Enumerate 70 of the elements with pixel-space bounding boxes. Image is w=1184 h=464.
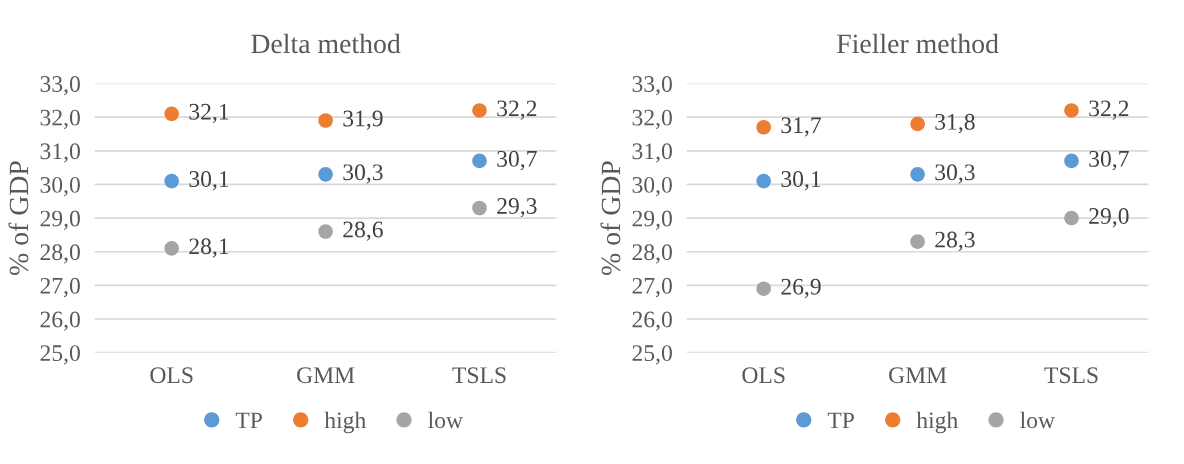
data-label: 26,9 [781,278,821,299]
data-label: 30,3 [343,164,383,184]
y-tick-label: 26,0 [632,311,672,331]
data-label: 32,2 [1089,100,1129,120]
point [910,167,925,182]
point [164,241,179,256]
data-label: 28,1 [189,238,229,258]
point [164,106,179,122]
legend-label: low [1020,411,1055,429]
legend-label: TP [235,412,262,429]
data-label: 30,1 [189,171,229,191]
data-label: 31,8 [935,113,975,134]
legend-label: TP [827,412,854,429]
point [756,173,771,189]
legend-label: low [428,411,463,429]
point [1064,153,1079,169]
point [1064,103,1079,118]
y-axis-title: % of GDP [600,161,621,275]
point [756,281,771,297]
y-tick-label: 27,0 [40,277,80,298]
point [472,200,487,216]
data-label: 32,1 [189,103,229,124]
data-label: 31,7 [781,117,821,137]
x-tick-label: GMM [889,367,947,384]
point [318,224,333,239]
data-label: 31,9 [343,110,383,130]
data-label: 28,6 [343,221,383,241]
y-tick-label: 29,0 [40,210,80,230]
y-tick-label: 31,0 [40,143,80,163]
x-tick-label: TSLS [452,367,506,384]
y-tick-label: 27,0 [632,277,672,298]
y-tick-label: 25,0 [40,345,80,365]
data-label: 29,3 [497,198,537,218]
point [318,167,333,182]
data-label: 30,7 [497,150,537,171]
y-tick-label: 29,0 [632,210,672,230]
x-tick-label: TSLS [1044,367,1098,384]
x-tick-label: GMM [297,367,355,384]
point [318,113,333,128]
point [910,116,925,132]
y-tick-label: 28,0 [632,244,672,264]
y-tick-label: 28,0 [40,244,80,264]
data-label: 32,2 [497,100,537,120]
legend-label: high [916,411,958,434]
point [756,119,771,135]
x-tick-label: OLS [150,367,193,384]
y-tick-label: 32,0 [632,109,672,129]
y-tick-label: 33,0 [632,76,672,96]
chart-title: Fieller method [837,33,999,54]
data-label: 30,1 [781,171,821,191]
point [164,173,179,189]
y-axis-title: % of GDP [8,161,29,275]
point [472,153,487,169]
data-label: 29,0 [1089,208,1129,228]
y-tick-label: 32,0 [40,109,80,129]
data-label: 30,3 [935,164,975,184]
y-tick-label: 31,0 [632,143,672,163]
y-tick-label: 30,0 [40,176,80,197]
point [910,234,925,249]
chart-title: Delta method [251,33,401,54]
y-tick-label: 25,0 [632,345,672,365]
point [1064,210,1079,226]
legend-label: high [324,411,366,434]
data-label: 30,7 [1089,150,1129,171]
y-tick-label: 30,0 [632,176,672,197]
y-tick-label: 33,0 [40,76,80,96]
x-tick-label: OLS [742,367,785,384]
data-label: 28,3 [935,231,975,251]
point [472,103,487,118]
y-tick-label: 26,0 [40,311,80,331]
